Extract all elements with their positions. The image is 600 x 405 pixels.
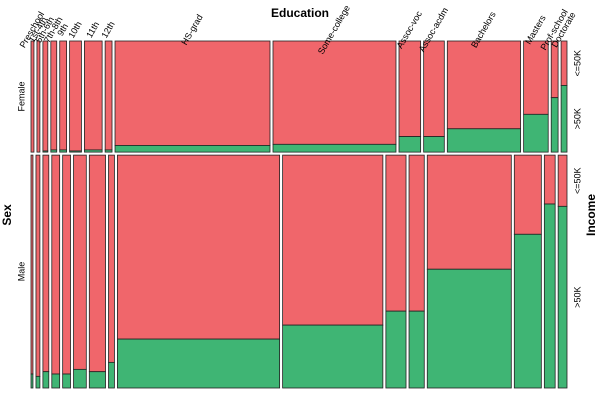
cell-low-income — [557, 154, 568, 207]
cell-low-income — [560, 40, 568, 86]
cell-high-income — [513, 233, 542, 389]
cell-high-income — [50, 149, 58, 153]
cell-high-income — [62, 373, 71, 389]
cell-low-income — [30, 40, 35, 153]
cell-high-income — [385, 310, 407, 389]
cell-high-income — [30, 373, 34, 389]
cell-low-income — [385, 154, 407, 312]
cell-low-income — [423, 40, 445, 137]
cell-high-income — [426, 268, 512, 389]
cell-low-income — [51, 154, 61, 375]
cell-high-income — [423, 136, 445, 153]
cell-high-income — [69, 150, 82, 153]
column-label: 12th — [99, 20, 116, 40]
cell-high-income — [523, 113, 549, 153]
cell-low-income — [513, 154, 542, 235]
cell-high-income — [117, 338, 281, 389]
cell-low-income — [36, 40, 41, 153]
cell-low-income — [398, 40, 422, 137]
cell-high-income — [282, 324, 384, 389]
row-label: Female — [16, 82, 26, 112]
cell-low-income — [88, 154, 106, 373]
cell-low-income — [62, 154, 71, 375]
cell-low-income — [114, 40, 271, 146]
cell-high-income — [84, 149, 103, 153]
cell-low-income — [108, 154, 115, 363]
cell-high-income — [104, 149, 113, 153]
cell-low-income — [408, 154, 425, 312]
cell-high-income — [35, 375, 41, 389]
level-label: >50K — [572, 108, 582, 129]
cell-high-income — [557, 205, 568, 389]
cell-high-income — [59, 149, 68, 153]
cell-low-income — [42, 40, 49, 152]
cell-high-income — [446, 128, 522, 153]
level-label: <=50K — [572, 167, 582, 194]
cell-low-income — [543, 154, 556, 205]
cell-low-income — [69, 40, 82, 152]
cell-low-income — [59, 40, 68, 151]
cell-low-income — [117, 154, 281, 340]
cell-high-income — [88, 371, 106, 389]
cell-high-income — [42, 371, 50, 389]
column-label: 11th — [84, 20, 101, 40]
cell-low-income — [446, 40, 522, 130]
cell-high-income — [114, 145, 271, 153]
cell-high-income — [543, 203, 556, 389]
level-label: <=50K — [572, 50, 582, 77]
cell-high-income — [73, 368, 87, 389]
cell-low-income — [73, 154, 87, 370]
cell-high-income — [272, 143, 397, 153]
chart-title: Education — [271, 6, 329, 20]
cell-low-income — [282, 154, 384, 326]
cell-high-income — [560, 85, 568, 153]
level-label: >50K — [572, 287, 582, 308]
z-axis-label: Income — [584, 194, 598, 236]
cell-low-income — [50, 40, 58, 151]
column-label: 10th — [66, 20, 83, 40]
cell-low-income — [523, 40, 549, 115]
y-axis-label: Sex — [0, 204, 14, 226]
cell-high-income — [550, 97, 559, 153]
cell-low-income — [84, 40, 103, 151]
row-label: Male — [16, 262, 26, 282]
cell-low-income — [426, 154, 512, 270]
cell-low-income — [104, 40, 113, 151]
cell-high-income — [51, 373, 61, 389]
cell-low-income — [272, 40, 397, 145]
cell-high-income — [408, 310, 425, 389]
cell-high-income — [398, 136, 422, 153]
cell-low-income — [30, 154, 34, 375]
cell-low-income — [35, 154, 41, 377]
cell-low-income — [42, 154, 50, 373]
cell-high-income — [42, 150, 49, 153]
cell-high-income — [108, 361, 115, 389]
